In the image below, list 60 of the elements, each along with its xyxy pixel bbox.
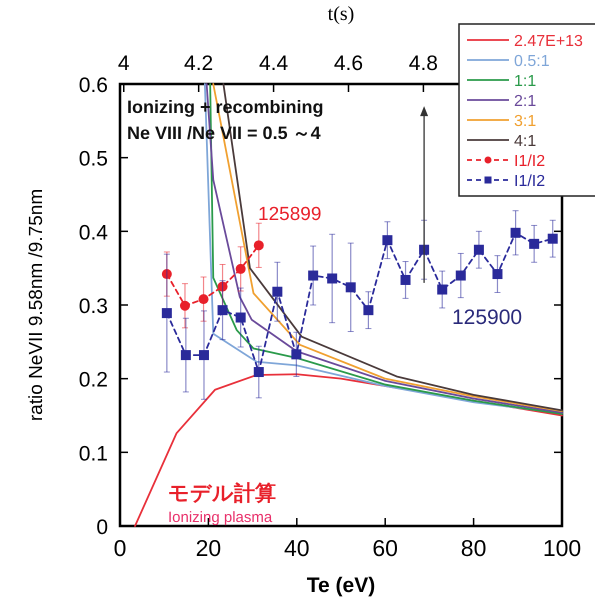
point bbox=[291, 349, 302, 360]
legend-label: 3:1 bbox=[514, 113, 536, 130]
legend-label: 0.5:1 bbox=[514, 53, 550, 70]
point bbox=[419, 244, 430, 255]
legend-label: 2:1 bbox=[514, 93, 536, 110]
point bbox=[162, 269, 172, 280]
point bbox=[272, 286, 282, 297]
legend-label: I1/I2 bbox=[514, 153, 546, 170]
point bbox=[456, 270, 466, 281]
x2-tick-label: 4 bbox=[118, 52, 130, 75]
point bbox=[548, 234, 558, 244]
point bbox=[382, 235, 392, 246]
point bbox=[400, 274, 411, 285]
annotation: Ionizing plasma bbox=[168, 509, 273, 526]
x-tick-label: 20 bbox=[196, 535, 222, 561]
point bbox=[198, 294, 209, 304]
annotation: 125900 bbox=[452, 306, 522, 329]
legend-label: 2.47E+13 bbox=[514, 33, 584, 50]
y-tick-label: 0.4 bbox=[78, 221, 108, 244]
point bbox=[180, 350, 191, 360]
point bbox=[254, 240, 264, 250]
y-tick-label: 0.5 bbox=[78, 148, 108, 171]
y-tick-label: 0 bbox=[96, 516, 108, 539]
point bbox=[492, 269, 502, 280]
y-tick-label: 0.2 bbox=[78, 368, 108, 392]
annotation: モデル計算 bbox=[168, 482, 276, 505]
point bbox=[218, 305, 228, 316]
x2-tick-label: 4.6 bbox=[334, 52, 364, 75]
point bbox=[363, 305, 374, 316]
point bbox=[327, 273, 338, 284]
point bbox=[437, 284, 448, 295]
x2-tick-label: 4.2 bbox=[184, 52, 214, 75]
point bbox=[236, 264, 246, 274]
point bbox=[198, 350, 209, 360]
point bbox=[510, 228, 521, 238]
legend-label: 4:1 bbox=[514, 133, 536, 150]
legend-label: I1/I2 bbox=[514, 173, 546, 190]
point bbox=[308, 270, 318, 281]
y-axis-title: ratio NeVII 9.58nm /9.75nm bbox=[26, 188, 47, 422]
y-tick-label: 0.6 bbox=[78, 74, 108, 97]
x-tick-label: 80 bbox=[460, 535, 486, 561]
y-tick-label: 0.3 bbox=[78, 295, 108, 318]
point bbox=[474, 244, 484, 255]
x2-tick-label: 4.8 bbox=[408, 52, 438, 75]
annotation: 125899 bbox=[258, 204, 322, 225]
x-tick-label: 100 bbox=[542, 535, 582, 561]
x2-axis-title: t(s) bbox=[328, 3, 354, 25]
x-axis-title: Te (eV) bbox=[306, 574, 376, 597]
point bbox=[254, 367, 264, 378]
x2-tick-label: 4.4 bbox=[258, 52, 288, 75]
point bbox=[180, 300, 190, 311]
legend-label: 1:1 bbox=[514, 73, 536, 90]
x-tick-label: 0 bbox=[114, 535, 126, 561]
point bbox=[162, 308, 172, 318]
point bbox=[236, 312, 246, 323]
point bbox=[346, 282, 356, 292]
x-tick-label: 60 bbox=[372, 535, 398, 561]
y-tick-label: 0.1 bbox=[78, 442, 108, 466]
point bbox=[529, 238, 540, 249]
x-tick-label: 40 bbox=[284, 535, 310, 561]
